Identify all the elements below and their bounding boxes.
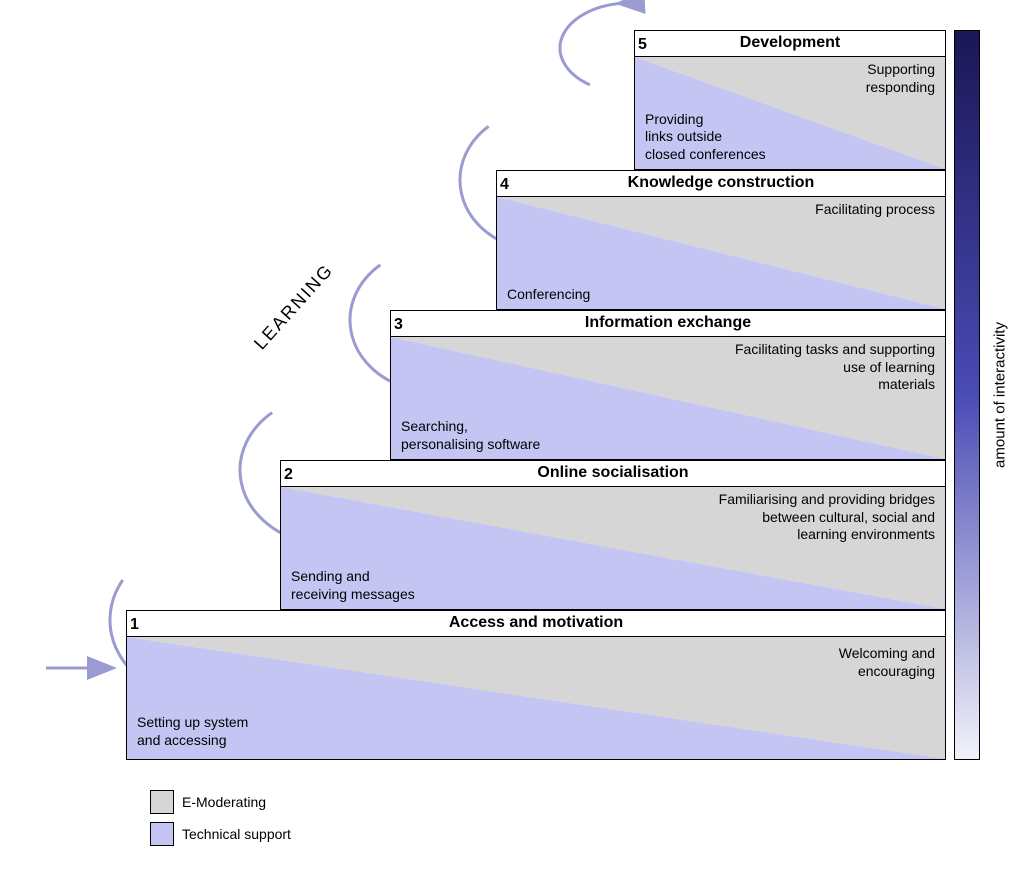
stage-header: 5 Development bbox=[635, 31, 945, 57]
interactivity-label: amount of interactivity bbox=[992, 322, 1009, 468]
moderating-text: Familiarising and providing bridgesbetwe… bbox=[719, 491, 935, 544]
stage-5: 5 Development Supportingresponding Providin… bbox=[634, 30, 946, 170]
legend: E-Moderating Technical support bbox=[150, 790, 291, 854]
moderating-text: Facilitating tasks and supportinguse of … bbox=[735, 341, 935, 394]
stage-number: 3 bbox=[394, 313, 403, 337]
stage-body: Familiarising and providing bridgesbetwe… bbox=[281, 487, 945, 609]
technical-text: Searching,personalising software bbox=[401, 418, 540, 453]
learning-staircase-diagram: 5 Development Supportingresponding Providin… bbox=[0, 0, 1024, 872]
stage-header: 2 Online socialisation bbox=[281, 461, 945, 487]
legend-item: E-Moderating bbox=[150, 790, 291, 814]
interactivity-gradient-bar bbox=[954, 30, 980, 760]
stage-title: Information exchange bbox=[585, 314, 751, 331]
technical-text: Conferencing bbox=[507, 286, 590, 304]
stage-number: 2 bbox=[284, 463, 293, 487]
moderating-text: Welcoming andencouraging bbox=[839, 645, 935, 680]
legend-label: Technical support bbox=[182, 826, 291, 842]
moderating-text: Facilitating process bbox=[815, 201, 935, 219]
stage-title: Online socialisation bbox=[537, 464, 688, 481]
stage-title: Knowledge construction bbox=[628, 174, 815, 191]
stage-header: 1 Access and motivation bbox=[127, 611, 945, 637]
stage-title: Access and motivation bbox=[449, 614, 623, 631]
stage-number: 1 bbox=[130, 613, 139, 637]
legend-swatch bbox=[150, 822, 174, 846]
stage-body: Facilitating process Conferencing bbox=[497, 197, 945, 309]
stage-body: Welcoming andencouraging Setting up syste… bbox=[127, 637, 945, 759]
stage-body: Facilitating tasks and supportinguse of … bbox=[391, 337, 945, 459]
stage-4: 4Knowledge constructionFacilitating proc… bbox=[496, 170, 946, 310]
stage-1: 1 Access and motivation Welcoming andencou… bbox=[126, 610, 946, 760]
stage-title: Development bbox=[740, 34, 840, 51]
stage-3: 3 Information exchange Facilitating tasks … bbox=[390, 310, 946, 460]
technical-text: Providinglinks outsideclosed conferences bbox=[645, 111, 766, 164]
moderating-text: Supportingresponding bbox=[866, 61, 935, 96]
stage-number: 5 bbox=[638, 33, 647, 57]
stage-number: 4 bbox=[500, 173, 509, 197]
legend-label: E-Moderating bbox=[182, 794, 266, 810]
legend-swatch bbox=[150, 790, 174, 814]
stage-2: 2 Online socialisation Familiarising and p… bbox=[280, 460, 946, 610]
technical-text: Setting up systemand accessing bbox=[137, 714, 248, 749]
stage-header: 3 Information exchange bbox=[391, 311, 945, 337]
technical-text: Sending andreceiving messages bbox=[291, 568, 415, 603]
stage-body: Supportingresponding Providinglinks outsi… bbox=[635, 57, 945, 169]
stage-header: 4 Knowledge construction bbox=[497, 171, 945, 197]
legend-item: Technical support bbox=[150, 822, 291, 846]
